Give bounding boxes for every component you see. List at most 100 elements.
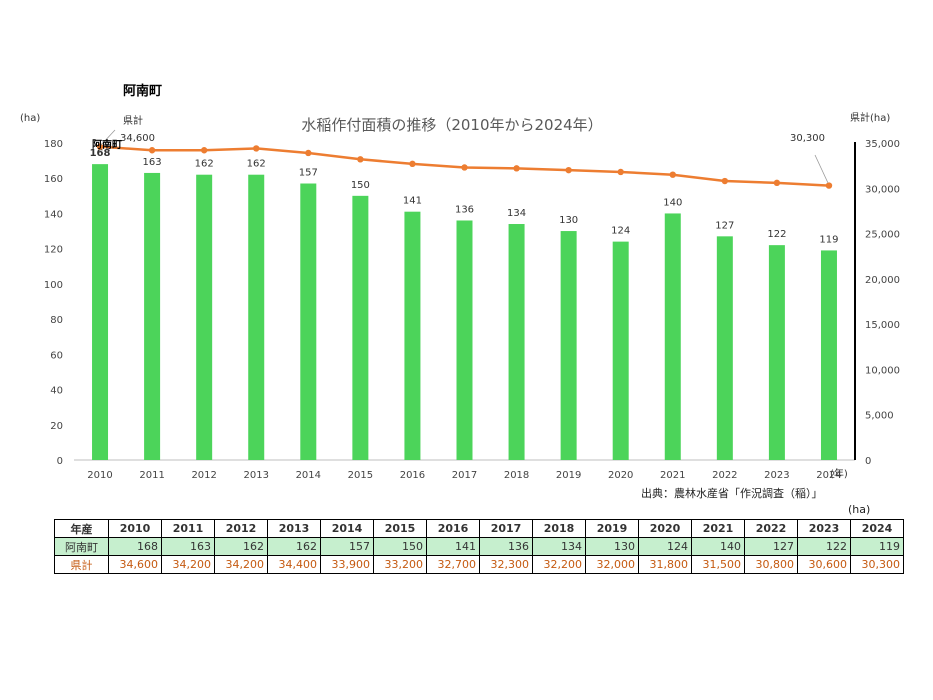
table-cell: 34,200 xyxy=(214,555,268,574)
bar-town xyxy=(560,231,577,460)
line-point-pref xyxy=(721,177,729,185)
left-axis-tick: 0 xyxy=(57,456,63,467)
table-header-year: 2018 xyxy=(532,519,586,538)
table-row-label: 県計 xyxy=(54,555,109,574)
bar-value-label: 134 xyxy=(507,208,526,219)
line-point-pref xyxy=(513,165,520,172)
table-cell: 32,200 xyxy=(532,555,586,574)
bar-value-label: 140 xyxy=(663,197,682,208)
bar-value-label: 157 xyxy=(299,168,318,179)
area-chart: 阿南町 水稲作付面積の推移（2010年から2024年） (ha) 県計(ha) … xyxy=(20,83,900,481)
table-header-year: 2020 xyxy=(638,519,692,538)
table-cell: 33,900 xyxy=(320,555,374,574)
left-axis-tick: 120 xyxy=(44,245,63,256)
x-axis-tick: 2020 xyxy=(608,470,633,481)
x-axis-tick: 2015 xyxy=(348,470,373,481)
table-cell: 32,700 xyxy=(426,555,480,574)
table-cell: 134 xyxy=(532,537,586,556)
bar-town xyxy=(144,172,161,460)
bar-town xyxy=(664,213,681,460)
table-header-label: 年産 xyxy=(54,519,109,538)
x-axis-tick: 2019 xyxy=(556,470,581,481)
data-table: 年産 2010 2011 2012 2013 2014 2015 2016 2017 2018 2… xyxy=(54,519,904,574)
table-header-year: 2021 xyxy=(691,519,745,538)
right-axis-unit: 県計(ha) xyxy=(850,111,890,124)
x-axis-tick: 2023 xyxy=(764,470,789,481)
table-row-label: 阿南町 xyxy=(54,537,109,556)
table-cell: 31,800 xyxy=(638,555,692,574)
table-cell: 33,200 xyxy=(373,555,427,574)
table-cell: 34,400 xyxy=(267,555,321,574)
right-axis-tick: 0 xyxy=(865,456,871,467)
bar-town xyxy=(456,220,473,460)
left-axis-tick: 180 xyxy=(44,139,63,150)
line-point-pref xyxy=(617,168,624,176)
x-axis-tick: 2021 xyxy=(660,470,685,481)
table-cell: 141 xyxy=(426,537,480,556)
callout-line-first-value: 34,600 xyxy=(120,133,155,144)
table-row-pref: 県計 34,600 34,200 34,200 34,400 33,900 33,200 3… xyxy=(54,555,904,574)
callout-line-last-value: 30,300 xyxy=(790,133,825,144)
table-cell: 119 xyxy=(850,537,904,556)
table-cell: 150 xyxy=(373,537,427,556)
table-cell: 130 xyxy=(585,537,639,556)
table-header-year: 2019 xyxy=(585,519,639,538)
bar-value-label: 130 xyxy=(559,215,578,226)
table-header-year: 2010 xyxy=(108,519,162,538)
bar-value-label: 162 xyxy=(247,159,266,170)
bar-town xyxy=(352,195,369,461)
table-cell: 34,200 xyxy=(161,555,215,574)
line-point-pref xyxy=(148,147,156,154)
line-point-pref xyxy=(461,164,468,171)
table-cell: 168 xyxy=(108,537,162,556)
table-header-year: 2012 xyxy=(214,519,268,538)
table-cell: 162 xyxy=(267,537,321,556)
right-axis-tick: 30,000 xyxy=(865,184,900,195)
line-point-pref xyxy=(357,156,364,163)
x-axis-tick: 2024 xyxy=(816,470,841,481)
table-cell: 30,800 xyxy=(744,555,798,574)
table-cell: 163 xyxy=(161,537,215,556)
right-axis-tick: 5,000 xyxy=(865,411,894,422)
x-axis-tick: 2011 xyxy=(139,470,164,481)
right-axis-tick: 25,000 xyxy=(865,230,900,241)
table-unit: (ha) xyxy=(848,503,871,516)
x-axis-tick: 2014 xyxy=(296,470,321,481)
bar-value-label: 136 xyxy=(455,204,474,215)
table-cell: 32,300 xyxy=(479,555,533,574)
table-cell: 32,000 xyxy=(585,555,639,574)
right-axis-tick: 20,000 xyxy=(865,275,900,286)
x-axis-unit: (年) xyxy=(830,467,848,480)
bar-town xyxy=(196,174,213,460)
line-point-pref xyxy=(96,143,104,150)
table-header-year: 2013 xyxy=(267,519,321,538)
bar-value-label: 163 xyxy=(143,157,162,168)
left-axis-tick: 40 xyxy=(50,386,63,397)
x-axis-tick: 2022 xyxy=(712,470,737,481)
table-cell: 162 xyxy=(214,537,268,556)
callout-leader-last xyxy=(814,154,829,184)
bar-value-label: 119 xyxy=(819,234,838,245)
table-cell: 30,300 xyxy=(850,555,904,574)
bar-town xyxy=(508,224,525,460)
callout-line-series-name: 県計 xyxy=(123,114,143,127)
table-row-town: 阿南町 168 163 162 162 157 150 141 136 134 130 124 140… xyxy=(54,537,904,556)
town-heading: 阿南町 xyxy=(123,83,162,99)
left-axis-tick: 60 xyxy=(50,350,63,361)
bar-value-label: 141 xyxy=(403,196,422,207)
table-header-year: 2015 xyxy=(373,519,427,538)
left-axis-tick: 140 xyxy=(44,209,63,220)
right-axis-tick: 35,000 xyxy=(865,139,900,150)
table-cell: 30,600 xyxy=(797,555,851,574)
line-point-pref xyxy=(253,145,260,152)
bar-value-label: 162 xyxy=(195,159,214,170)
bar-town xyxy=(716,236,733,460)
table-header-year: 2014 xyxy=(320,519,374,538)
line-point-pref xyxy=(565,166,572,174)
bar-town xyxy=(92,164,109,460)
table-cell: 122 xyxy=(797,537,851,556)
callout-leader-first xyxy=(100,129,116,146)
bar-town xyxy=(300,183,317,460)
bar-value-label: 127 xyxy=(715,220,734,231)
line-point-pref xyxy=(669,171,676,178)
